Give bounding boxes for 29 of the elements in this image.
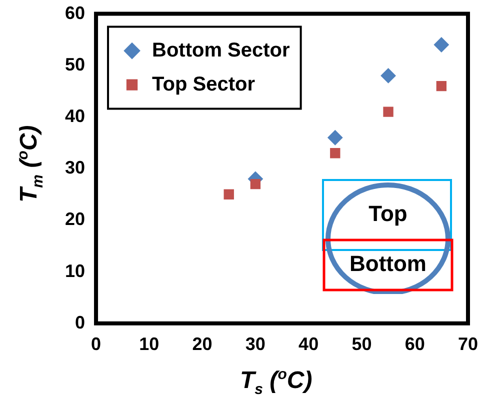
y-tick-label: 50 — [64, 54, 86, 74]
x-tick-label: 60 — [404, 334, 425, 354]
point — [224, 189, 234, 200]
point — [330, 148, 340, 158]
x-tick-label: 50 — [352, 334, 372, 354]
annotation: Bottom — [348, 251, 428, 277]
point — [434, 37, 449, 52]
point — [436, 80, 447, 92]
legend-label: Top Sector — [152, 73, 256, 96]
annotation: Top — [368, 201, 408, 227]
x-tick-label: 40 — [298, 334, 319, 354]
x-tick-label: 70 — [458, 334, 478, 354]
y-tick-label: 40 — [64, 106, 86, 126]
y-tick-label: 10 — [64, 260, 86, 281]
legend-label: Bottom Sector — [152, 39, 290, 62]
y-tick-label: 60 — [64, 2, 86, 23]
y-tick-label: 20 — [64, 209, 86, 230]
x-tick-label: 30 — [245, 334, 266, 354]
x-tick-label: 10 — [139, 334, 160, 354]
x-tick-label: 20 — [192, 334, 212, 354]
x-axis-title: T$_{s}$ ($^{o}$C) — [240, 366, 312, 398]
point — [383, 106, 394, 117]
circle-diagram: Top Bottom — [322, 179, 454, 294]
point — [380, 68, 396, 84]
y-tick-label: 30 — [64, 158, 86, 178]
y-tick-label: 0 — [75, 312, 86, 332]
point — [328, 130, 343, 146]
x-tick-label: 0 — [91, 334, 102, 354]
point — [250, 178, 261, 190]
